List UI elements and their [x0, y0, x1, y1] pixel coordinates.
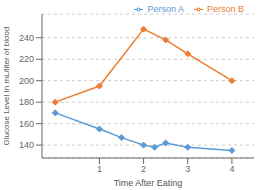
svg-text:200: 200: [19, 76, 34, 86]
svg-text:240: 240: [19, 33, 34, 43]
svg-text:Time After Eating: Time After Eating: [114, 178, 183, 188]
svg-text:Glucose Level In mL/liter of b: Glucose Level In mL/liter of blood: [8, 27, 11, 146]
svg-text:3: 3: [185, 164, 190, 174]
html-text:Person B: Person B: [207, 4, 244, 14]
svg-text:2: 2: [141, 164, 146, 174]
svg-text:4: 4: [229, 164, 234, 174]
html-text:Person A: Person A: [147, 4, 184, 14]
svg-text:160: 160: [19, 119, 34, 129]
svg-text:140: 140: [19, 140, 34, 150]
svg-text:220: 220: [19, 54, 34, 64]
svg-text:1: 1: [97, 164, 102, 174]
svg-text:180: 180: [19, 97, 34, 107]
